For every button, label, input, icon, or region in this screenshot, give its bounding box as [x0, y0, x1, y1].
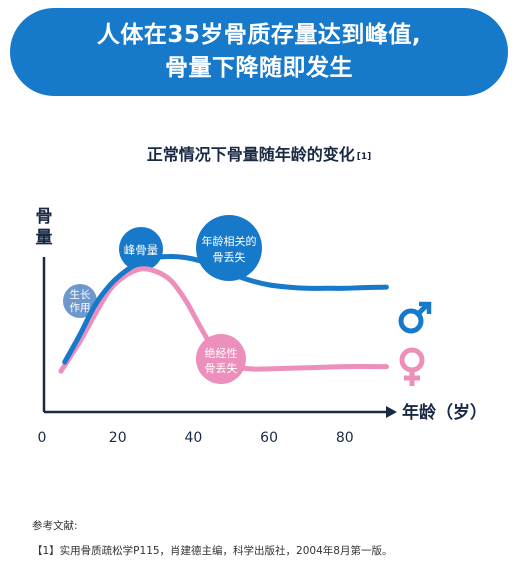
headline-line-1: 人体在35岁骨质存量达到峰值,	[96, 22, 422, 48]
legend-female-symbol	[399, 347, 425, 386]
annotation-growth-line-2: 作用	[70, 302, 91, 314]
annotation-growth: 生长 作用	[63, 284, 97, 318]
references: 参考文献: 【1】实用骨质疏松学P115，肖建德主编，科学出版社，2004年8月…	[32, 514, 392, 564]
chart-title-ref: [1]	[356, 152, 372, 162]
annotation-meno-line-2: 骨丢失	[205, 362, 238, 375]
x-tick-label: 60	[260, 430, 278, 446]
annotation-peak-line-1: 峰骨量	[124, 243, 159, 257]
annotation-age-loss-line-1: 年龄相关的	[202, 234, 257, 248]
annotation-menopausal-loss: 绝经性 骨丢失	[196, 334, 246, 384]
x-tick-label: 0	[38, 430, 47, 446]
series-line-female	[58, 266, 389, 374]
legend-male-symbol	[398, 301, 432, 334]
x-tick-labels: 0 20 40 60 80	[38, 430, 354, 446]
chart-title-text: 正常情况下骨量随年龄的变化	[146, 145, 355, 164]
chart-title: 正常情况下骨量随年龄的变化 [1]	[0, 141, 518, 165]
x-axis-arrow	[386, 406, 397, 418]
x-tick-label: 20	[109, 430, 127, 446]
x-tick-label: 80	[336, 430, 354, 446]
headline-line-2: 骨量下降随即发生	[165, 55, 353, 81]
annotation-meno-line-1: 绝经性	[205, 346, 238, 360]
reference-item-1: 【1】实用骨质疏松学P115，肖建德主编，科学出版社，2004年8月第一版。	[32, 545, 393, 557]
y-axis-label-2: 量	[36, 227, 53, 248]
y-axis-label-1: 骨	[36, 207, 53, 227]
annotation-age-loss-line-2: 骨丢失	[213, 251, 246, 264]
headline-banner: 人体在35岁骨质存量达到峰值, 骨量下降随即发生	[10, 8, 508, 96]
x-tick-label: 40	[184, 430, 202, 446]
references-heading: 参考文献:	[32, 520, 78, 532]
annotation-growth-line-1: 生长	[70, 288, 91, 301]
series-line-male	[62, 254, 389, 365]
x-axis-label: 年龄（岁）	[402, 402, 487, 423]
